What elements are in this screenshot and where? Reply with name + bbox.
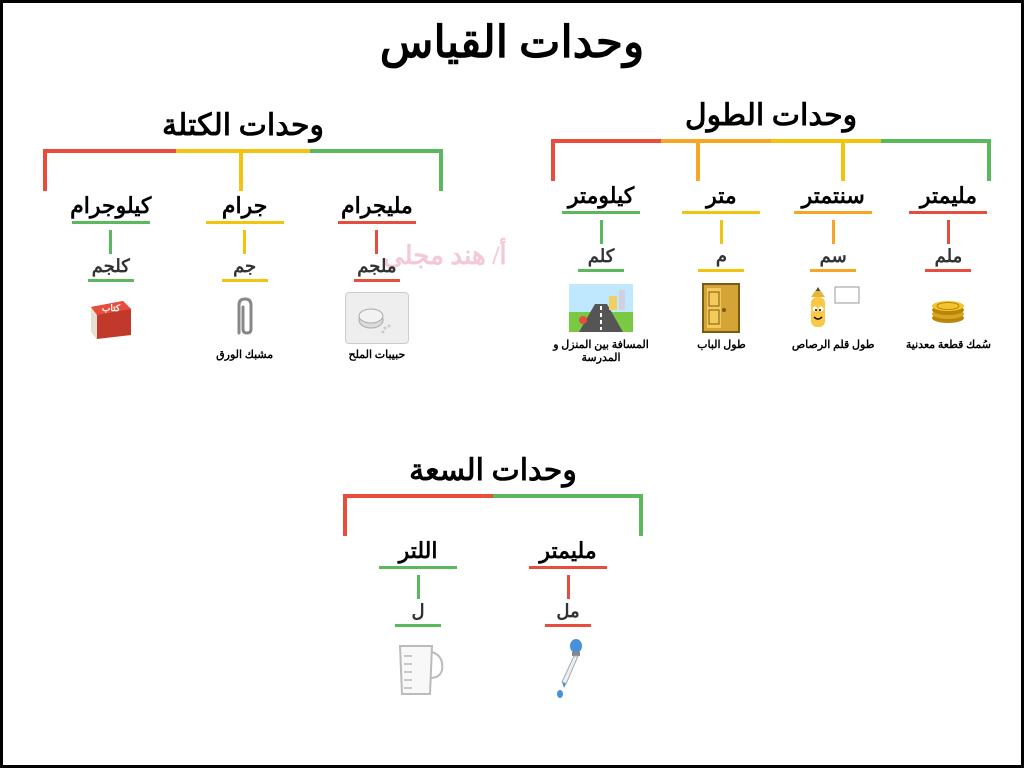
caption: طول الباب	[697, 338, 746, 351]
bracket-mass	[43, 149, 443, 191]
unit-name: مليجرام	[341, 191, 413, 221]
section-title-volume: وحدات السعة	[343, 453, 643, 488]
section-mass: وحدات الكتلة كيلوجرام كلجم	[43, 108, 443, 361]
unit-name: مليمتر	[539, 536, 596, 566]
unit-gram: جرام جم مشبك الورق	[206, 191, 284, 361]
unit-meter: متر م طول الباب	[682, 181, 760, 364]
unit-abbr: ملم	[935, 246, 963, 267]
unit-abbr: ل	[411, 601, 424, 622]
door-icon	[689, 282, 753, 334]
unit-abbr: ملجم	[357, 256, 396, 277]
measuring-cup-icon	[386, 637, 450, 701]
unit-name: كيلوجرام	[70, 191, 151, 221]
section-title-length: وحدات الطول	[551, 98, 991, 133]
length-units-row: كيلومتر كلم المسافة بين ال	[551, 181, 991, 364]
road-icon	[569, 282, 633, 334]
caption: مشبك الورق	[216, 348, 273, 361]
diagram-frame: وحدات القياس أ/ هند مجلي وحدات الطول كيل…	[0, 0, 1024, 768]
unit-abbr: كلم	[588, 246, 615, 267]
caption: سُمك قطعة معدنية	[906, 338, 991, 351]
unit-abbr: م	[716, 246, 727, 267]
paperclip-icon	[213, 292, 277, 344]
section-volume: وحدات السعة اللتر ل	[343, 453, 643, 701]
salt-icon	[345, 292, 409, 344]
caption: حبيبات الملح	[349, 348, 406, 361]
pencil-icon	[801, 282, 865, 334]
caption: المسافة بين المنزل و المدرسة	[551, 338, 651, 364]
unit-milliliter: مليمتر مل	[529, 536, 607, 701]
caption: طول قلم الرصاص	[792, 338, 875, 351]
coins-icon	[916, 282, 980, 334]
section-title-mass: وحدات الكتلة	[43, 108, 443, 143]
unit-name: متر	[706, 181, 737, 211]
unit-liter: اللتر ل	[379, 536, 457, 701]
bracket-length	[551, 139, 991, 181]
unit-milligram: مليجرام ملجم حبيبات الملح	[338, 191, 416, 361]
section-length: وحدات الطول كيلومتر كلم	[551, 98, 991, 364]
unit-abbr: مل	[556, 601, 579, 622]
unit-name: اللتر	[399, 536, 438, 566]
bracket-volume	[343, 494, 643, 536]
page-title: وحدات القياس	[3, 17, 1021, 68]
unit-kilometer: كيلومتر كلم المسافة بين ال	[551, 181, 651, 364]
unit-millimeter: مليمتر ملم سُمك قطعة معدنية	[906, 181, 991, 364]
unit-centimeter: سنتمتر سم طول قلم الرصاص	[792, 181, 875, 364]
unit-abbr: جم	[233, 256, 256, 277]
unit-name: جرام	[222, 191, 267, 221]
dropper-icon	[536, 637, 600, 701]
unit-name: كيلومتر	[568, 181, 634, 211]
unit-abbr: كلجم	[92, 256, 130, 277]
mass-units-row: كيلوجرام كلجم كتاب جرام	[43, 191, 443, 361]
svg-text:كتاب: كتاب	[102, 303, 121, 314]
volume-units-row: اللتر ل	[343, 536, 643, 701]
unit-kilogram: كيلوجرام كلجم كتاب	[70, 191, 151, 361]
unit-name: مليمتر	[920, 181, 977, 211]
unit-name: سنتمتر	[802, 181, 865, 211]
book-icon: كتاب	[79, 292, 143, 344]
unit-abbr: سم	[820, 246, 847, 267]
